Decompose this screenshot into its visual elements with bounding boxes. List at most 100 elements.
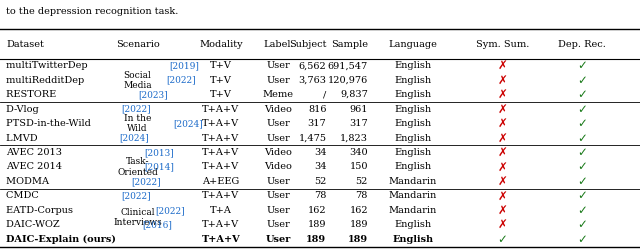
Text: 150: 150 <box>349 163 368 172</box>
Text: Video: Video <box>264 105 292 114</box>
Text: ✓: ✓ <box>577 117 588 130</box>
Text: DAIC-WOZ: DAIC-WOZ <box>6 220 63 229</box>
Text: Dataset: Dataset <box>6 40 44 49</box>
Text: Social
Media: Social Media <box>124 70 152 90</box>
Text: AVEC 2014: AVEC 2014 <box>6 163 65 172</box>
Text: 189: 189 <box>348 235 368 244</box>
Text: ✓: ✓ <box>577 88 588 101</box>
Text: Task-
Oriented: Task- Oriented <box>117 157 158 177</box>
Text: User: User <box>266 235 291 244</box>
Text: 78: 78 <box>314 191 326 200</box>
Text: 317: 317 <box>308 119 326 128</box>
Text: T+A+V: T+A+V <box>202 148 239 157</box>
Text: 52: 52 <box>314 177 326 186</box>
Text: 1,823: 1,823 <box>340 133 368 142</box>
Text: ✓: ✓ <box>577 204 588 217</box>
Text: Sample: Sample <box>331 40 368 49</box>
Text: ✓: ✓ <box>577 59 588 72</box>
Text: multiTwitterDep: multiTwitterDep <box>6 61 91 70</box>
Text: ✓: ✓ <box>577 175 588 188</box>
Text: User: User <box>266 206 291 215</box>
Text: PTSD-in-the-Wild: PTSD-in-the-Wild <box>6 119 95 128</box>
Text: User: User <box>266 133 291 142</box>
Text: 6,562: 6,562 <box>299 61 326 70</box>
Text: English: English <box>394 148 431 157</box>
Text: User: User <box>266 119 291 128</box>
Text: ✗: ✗ <box>497 131 508 145</box>
Text: T+A+V: T+A+V <box>202 220 239 229</box>
Text: 189: 189 <box>307 235 326 244</box>
Text: ✗: ✗ <box>497 88 508 101</box>
Text: User: User <box>266 76 291 85</box>
Text: ✗: ✗ <box>497 117 508 130</box>
Text: 3,763: 3,763 <box>298 76 326 85</box>
Text: Meme: Meme <box>263 90 294 99</box>
Text: T+A+V: T+A+V <box>202 133 239 142</box>
Text: T+A: T+A <box>210 206 232 215</box>
Text: 34: 34 <box>314 163 326 172</box>
Text: 317: 317 <box>349 119 368 128</box>
Text: Video: Video <box>264 163 292 172</box>
Text: User: User <box>266 220 291 229</box>
Text: 189: 189 <box>349 220 368 229</box>
Text: Language: Language <box>388 40 437 49</box>
Text: RESTORE: RESTORE <box>6 90 60 99</box>
Text: ✗: ✗ <box>497 59 508 72</box>
Text: CMDC: CMDC <box>6 191 42 200</box>
Text: MODMA: MODMA <box>6 177 52 186</box>
Text: Mandarin: Mandarin <box>388 191 437 200</box>
Text: [2022]: [2022] <box>166 76 196 85</box>
Text: English: English <box>394 163 431 172</box>
Text: LMVD: LMVD <box>6 133 41 142</box>
Text: [2023]: [2023] <box>138 90 168 99</box>
Text: English: English <box>394 119 431 128</box>
Text: T+V: T+V <box>210 61 232 70</box>
Text: ✓: ✓ <box>577 74 588 87</box>
Text: 34: 34 <box>314 148 326 157</box>
Text: [2013]: [2013] <box>144 148 174 157</box>
Text: [2024]: [2024] <box>173 119 203 128</box>
Text: EATD-Corpus: EATD-Corpus <box>6 206 77 215</box>
Text: [2019]: [2019] <box>170 61 200 70</box>
Text: ✗: ✗ <box>497 218 508 231</box>
Text: 1,475: 1,475 <box>298 133 326 142</box>
Text: ✓: ✓ <box>577 218 588 231</box>
Text: AVEC 2013: AVEC 2013 <box>6 148 65 157</box>
Text: English: English <box>394 76 431 85</box>
Text: /: / <box>323 90 326 99</box>
Text: ✓: ✓ <box>577 103 588 116</box>
Text: 340: 340 <box>349 148 368 157</box>
Text: ✗: ✗ <box>497 103 508 116</box>
Text: ✗: ✗ <box>497 146 508 159</box>
Text: In the
Wild: In the Wild <box>124 114 151 133</box>
Text: T+V: T+V <box>210 76 232 85</box>
Text: T+A+V: T+A+V <box>202 235 240 244</box>
Text: 961: 961 <box>349 105 368 114</box>
Text: [2014]: [2014] <box>144 163 174 172</box>
Text: Subject: Subject <box>289 40 326 49</box>
Text: multiRedditDep: multiRedditDep <box>6 76 88 85</box>
Text: T+A+V: T+A+V <box>202 119 239 128</box>
Text: ✗: ✗ <box>497 74 508 87</box>
Text: [2016]: [2016] <box>142 220 172 229</box>
Text: 162: 162 <box>308 206 326 215</box>
Text: ✓: ✓ <box>577 233 588 246</box>
Text: 78: 78 <box>356 191 368 200</box>
Text: 120,976: 120,976 <box>328 76 368 85</box>
Text: Mandarin: Mandarin <box>388 206 437 215</box>
Text: 189: 189 <box>308 220 326 229</box>
Text: DAIC-Explain (ours): DAIC-Explain (ours) <box>6 235 116 244</box>
Text: T+V: T+V <box>210 90 232 99</box>
Text: English: English <box>394 90 431 99</box>
Text: ✓: ✓ <box>577 160 588 174</box>
Text: [2024]: [2024] <box>120 133 150 142</box>
Text: Dep. Rec.: Dep. Rec. <box>559 40 606 49</box>
Text: ✗: ✗ <box>497 160 508 174</box>
Text: D-Vlog: D-Vlog <box>6 105 42 114</box>
Text: User: User <box>266 61 291 70</box>
Text: [2022]: [2022] <box>131 177 161 186</box>
Text: ✓: ✓ <box>497 233 508 246</box>
Text: to the depression recognition task.: to the depression recognition task. <box>6 7 179 16</box>
Text: ✓: ✓ <box>577 189 588 202</box>
Text: T+A+V: T+A+V <box>202 191 239 200</box>
